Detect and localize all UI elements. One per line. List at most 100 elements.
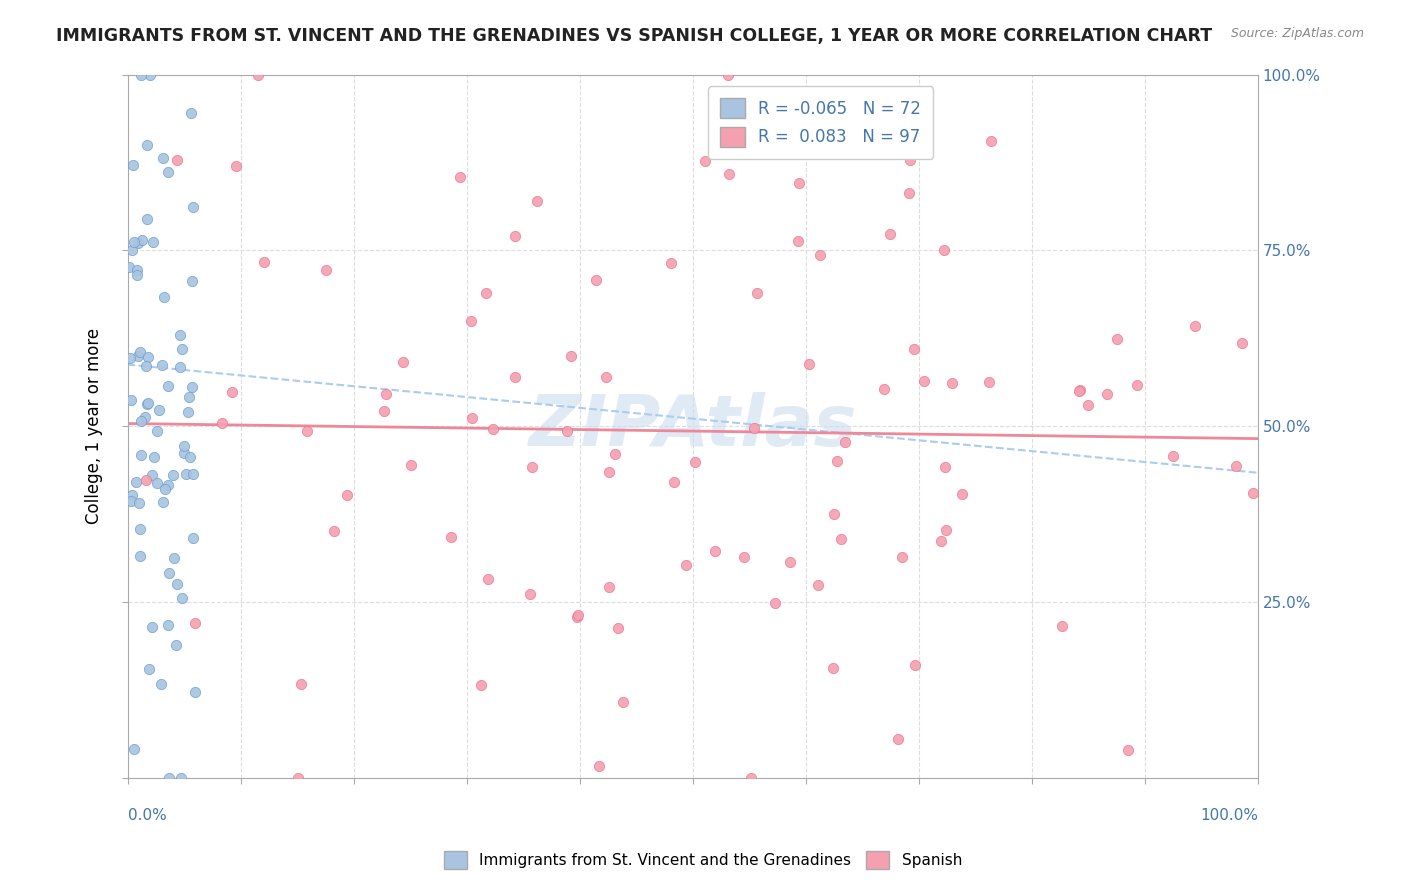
Point: [163, 550, 186, 565]
Point: [460, 314, 482, 328]
Legend: Immigrants from St. Vincent and the Grenadines, Spanish: Immigrants from St. Vincent and the Gren…: [437, 845, 969, 875]
Point: [567, 609, 589, 624]
Point: [703, 543, 725, 558]
Point: [121, 488, 143, 502]
Point: [153, 483, 176, 497]
Point: [322, 524, 344, 539]
Point: [153, 290, 176, 304]
Point: [941, 376, 963, 390]
Point: [129, 522, 152, 536]
Point: [717, 68, 740, 82]
Point: [125, 262, 148, 277]
Point: [505, 228, 527, 243]
Point: [1095, 387, 1118, 401]
Point: [555, 425, 578, 439]
Point: [129, 549, 152, 564]
Point: [980, 134, 1002, 148]
Point: [560, 349, 582, 363]
Point: [138, 68, 160, 82]
Point: [253, 255, 276, 269]
Point: [172, 342, 194, 356]
Point: [1161, 449, 1184, 463]
Point: [170, 591, 193, 606]
Point: [134, 410, 156, 425]
Point: [129, 448, 152, 462]
Point: [598, 580, 620, 594]
Point: [136, 397, 159, 411]
Point: [129, 413, 152, 427]
Point: [675, 558, 697, 572]
Point: [146, 475, 169, 490]
Point: [886, 732, 908, 747]
Point: [136, 350, 159, 364]
Point: [127, 236, 149, 251]
Point: [612, 695, 634, 709]
Point: [157, 618, 180, 632]
Point: [287, 771, 309, 785]
Point: [475, 286, 498, 301]
Point: [934, 459, 956, 474]
Point: [934, 244, 956, 258]
Point: [808, 248, 831, 262]
Point: [141, 620, 163, 634]
Point: [156, 164, 179, 178]
Point: [912, 374, 935, 388]
Point: [1225, 459, 1247, 474]
Y-axis label: College, 1 year or more: College, 1 year or more: [86, 328, 103, 524]
Point: [399, 458, 422, 472]
Point: [221, 384, 243, 399]
Point: [733, 549, 755, 564]
Point: [173, 445, 195, 459]
Point: [519, 587, 541, 601]
Point: [1077, 398, 1099, 412]
Point: [183, 685, 205, 699]
Text: Source: ZipAtlas.com: Source: ZipAtlas.com: [1230, 27, 1364, 40]
Point: [1241, 486, 1264, 500]
Point: [131, 234, 153, 248]
Point: [392, 355, 415, 369]
Point: [146, 424, 169, 438]
Point: [336, 488, 359, 502]
Point: [181, 274, 204, 288]
Point: [799, 357, 821, 371]
Point: [606, 621, 628, 635]
Point: [440, 530, 463, 544]
Point: [742, 421, 765, 435]
Point: [135, 473, 157, 487]
Point: [121, 244, 143, 258]
Point: [157, 379, 180, 393]
Point: [297, 424, 319, 438]
Point: [662, 475, 685, 489]
Text: ZIPAtlas: ZIPAtlas: [529, 392, 858, 461]
Point: [152, 495, 174, 509]
Point: [1067, 384, 1090, 398]
Point: [179, 390, 201, 404]
Point: [873, 382, 896, 396]
Point: [181, 380, 204, 394]
Point: [136, 138, 159, 153]
Point: [585, 273, 607, 287]
Point: [567, 607, 589, 622]
Point: [120, 392, 142, 407]
Point: [1184, 319, 1206, 334]
Point: [176, 467, 198, 481]
Point: [950, 487, 973, 501]
Text: 100.0%: 100.0%: [1199, 808, 1258, 823]
Point: [807, 578, 830, 592]
Point: [470, 678, 492, 692]
Point: [935, 524, 957, 538]
Point: [904, 658, 927, 673]
Point: [825, 454, 848, 468]
Point: [120, 494, 142, 508]
Point: [169, 327, 191, 342]
Point: [787, 235, 810, 249]
Point: [169, 359, 191, 374]
Point: [373, 404, 395, 418]
Point: [823, 507, 845, 521]
Point: [129, 68, 152, 82]
Point: [315, 263, 337, 277]
Point: [152, 359, 174, 373]
Point: [247, 68, 270, 82]
Point: [138, 662, 160, 676]
Point: [225, 160, 247, 174]
